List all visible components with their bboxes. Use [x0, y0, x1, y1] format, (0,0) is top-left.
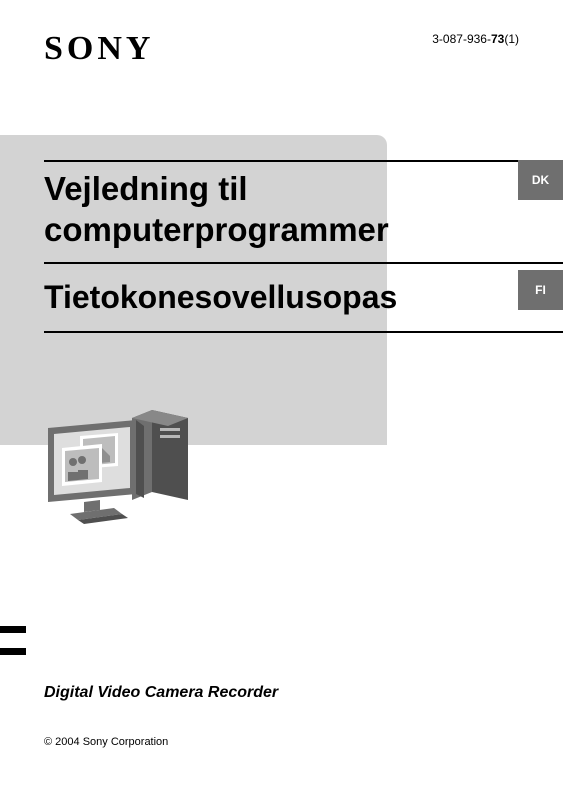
- left-margin-bar-top: [0, 626, 26, 633]
- product-subtitle: Digital Video Camera Recorder: [44, 684, 278, 702]
- computer-illustration: [40, 400, 210, 540]
- copyright-line: © 2004 Sony Corporation: [44, 736, 168, 748]
- title-dk-line2: computerprogrammer: [44, 211, 389, 248]
- doc-number-prefix: 3-087-936-: [432, 32, 491, 46]
- document-number: 3-087-936-73(1): [432, 32, 519, 46]
- left-margin-bar-bottom: [0, 648, 26, 655]
- horizontal-rule-3: [44, 331, 563, 333]
- title-dk-line1: Vejledning til: [44, 170, 248, 207]
- horizontal-rule-2: [44, 262, 563, 264]
- title-finnish: Tietokonesovellusopas: [44, 279, 397, 316]
- doc-number-suffix: (1): [504, 32, 519, 46]
- doc-number-bold: 73: [491, 32, 504, 46]
- language-tab-fi: FI: [518, 270, 563, 310]
- page: SONY 3-087-936-73(1) Vejledning til comp…: [0, 0, 563, 800]
- horizontal-rule-1: [44, 160, 563, 162]
- sony-logo: SONY: [44, 30, 154, 68]
- language-tab-dk: DK: [518, 160, 563, 200]
- title-danish: Vejledning til computerprogrammer: [44, 168, 389, 251]
